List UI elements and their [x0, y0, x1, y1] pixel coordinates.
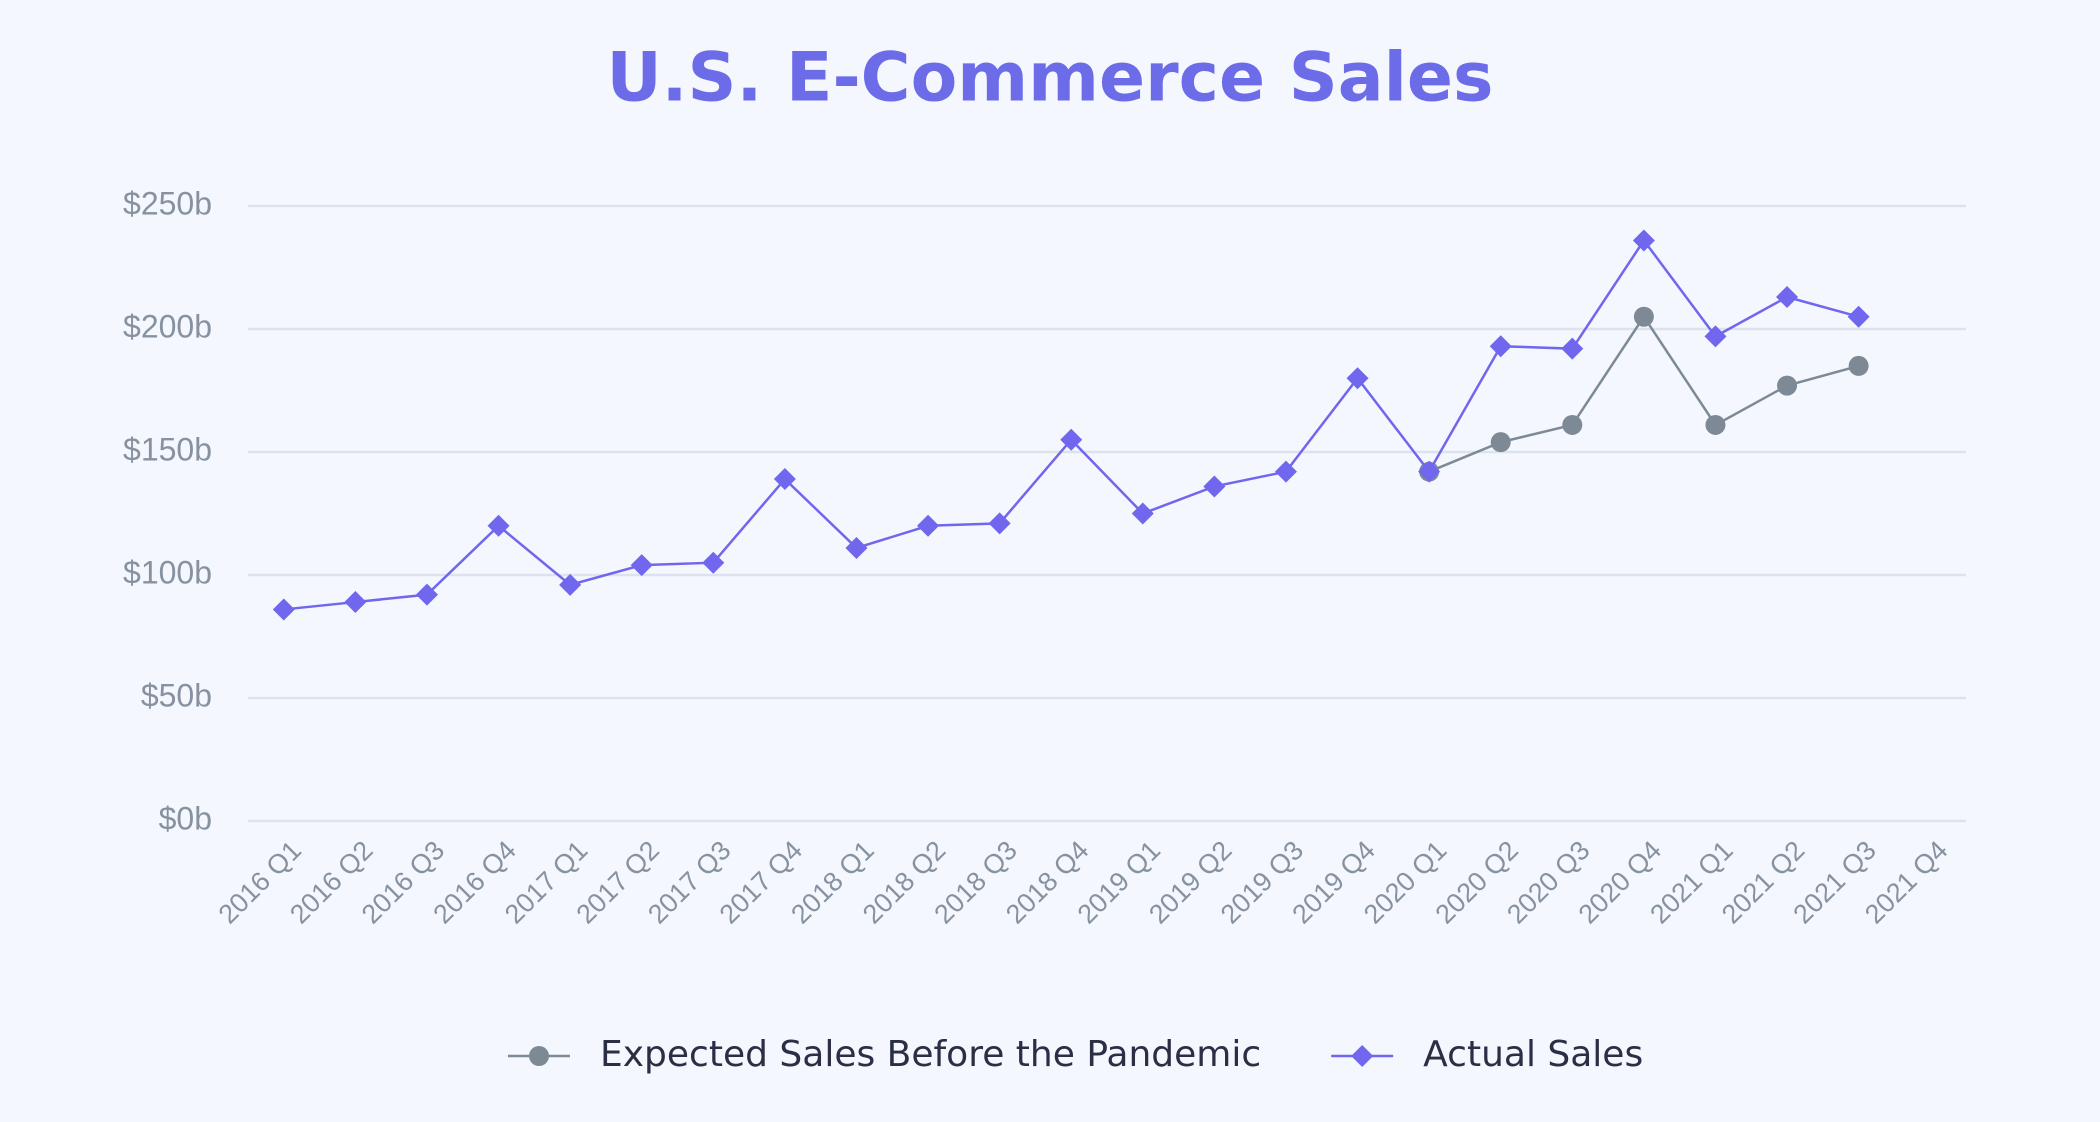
data-point [1847, 305, 1870, 328]
y-tick-label: $200b [123, 308, 212, 344]
legend-label: Actual Sales [1423, 1034, 1643, 1075]
data-point [1777, 375, 1798, 396]
data-point [344, 591, 367, 614]
data-point [487, 514, 510, 537]
data-point [630, 554, 653, 577]
data-point [1705, 414, 1726, 435]
data-point [1418, 460, 1441, 483]
data-point [773, 468, 796, 491]
data-point [988, 512, 1011, 535]
data-point [1131, 502, 1154, 525]
y-tick-label: $250b [123, 185, 212, 221]
legend-marker [529, 1046, 549, 1066]
series-line [283, 238, 1859, 611]
y-tick-label: $150b [123, 431, 212, 467]
data-point [1490, 432, 1511, 453]
data-point [1060, 428, 1083, 451]
data-point [1848, 355, 1869, 376]
data-point [1489, 335, 1512, 358]
legend-item: Actual Sales [1331, 1034, 1643, 1075]
data-point [1633, 306, 1654, 327]
legend-item: Expected Sales Before the Pandemic [508, 1034, 1261, 1075]
data-point [1562, 414, 1583, 435]
y-tick-label: $50b [141, 677, 212, 713]
data-point [1632, 229, 1655, 252]
y-tick-label: $0b [159, 800, 212, 836]
data-point [845, 536, 868, 559]
data-point [702, 551, 725, 574]
legend-marker [1351, 1045, 1374, 1067]
data-point [1274, 460, 1297, 483]
data-point [559, 573, 582, 596]
data-point [917, 514, 940, 537]
chart-title: U.S. E-Commerce Sales [606, 39, 1493, 118]
data-point [1776, 286, 1799, 309]
data-point [1561, 337, 1584, 360]
data-point [1704, 325, 1727, 348]
data-point [272, 598, 295, 621]
y-tick-label: $100b [123, 554, 212, 590]
data-point [1203, 475, 1226, 498]
legend-label: Expected Sales Before the Pandemic [600, 1034, 1261, 1075]
data-point [1346, 367, 1369, 390]
data-point [415, 583, 438, 606]
